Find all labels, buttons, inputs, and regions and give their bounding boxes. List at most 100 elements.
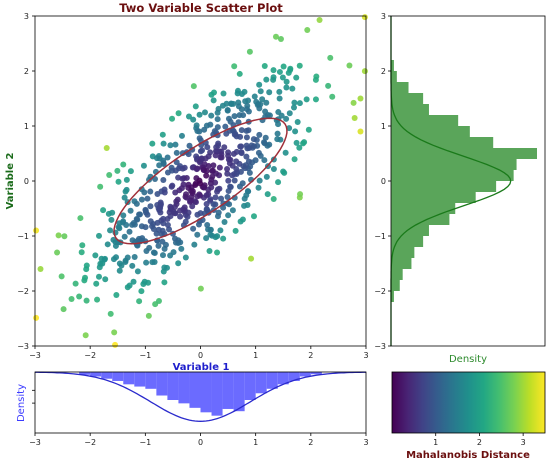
- x-tick-label: 3: [363, 351, 368, 360]
- scatter-panel: Two Variable Scatter Plot −3 −2 −1 0 1 2 3 −3−…: [5, 1, 369, 373]
- scatter-point: [274, 136, 281, 143]
- scatter-point: [134, 216, 141, 223]
- scatter-point: [33, 227, 40, 234]
- scatter-point: [312, 96, 319, 103]
- scatter-point: [293, 74, 300, 81]
- scatter-point: [155, 242, 162, 249]
- bottom-x-tick-label: −1: [139, 438, 151, 447]
- scatter-point: [146, 244, 153, 251]
- scatter-point: [181, 164, 188, 171]
- scatter-point: [275, 179, 282, 186]
- right-histogram-bar: [391, 60, 394, 71]
- scatter-point: [173, 159, 180, 166]
- scatter-point: [157, 209, 164, 216]
- scatter-point: [243, 142, 250, 149]
- x-tick-label: −2: [84, 351, 96, 360]
- scatter-point: [160, 161, 167, 168]
- scatter-point: [149, 259, 156, 266]
- scatter-point: [212, 194, 219, 201]
- y-axis-label: Variable 2: [5, 153, 16, 210]
- scatter-point: [113, 292, 120, 299]
- scatter-point: [305, 126, 312, 133]
- right-y-tick-label: 3: [381, 12, 386, 21]
- scatter-point: [357, 95, 364, 102]
- scatter-point: [304, 27, 311, 34]
- scatter-point: [141, 278, 148, 285]
- scatter-point: [240, 112, 247, 119]
- scatter-point: [143, 259, 150, 266]
- scatter-point: [167, 142, 174, 149]
- scatter-point: [261, 139, 268, 146]
- bottom-histogram-bar: [79, 372, 91, 375]
- scatter-point: [172, 141, 179, 148]
- scatter-point: [175, 260, 182, 267]
- scatter-point: [157, 201, 164, 208]
- scatter-point: [138, 288, 145, 295]
- scatter-point: [185, 113, 192, 120]
- bottom-x-tick-label: −2: [84, 438, 96, 447]
- scatter-point: [283, 84, 290, 91]
- scatter-point: [161, 264, 168, 271]
- scatter-point: [239, 91, 246, 98]
- scatter-point: [276, 95, 283, 102]
- scatter-point: [210, 97, 217, 104]
- scatter-point: [183, 191, 190, 198]
- bottom-histogram-bar: [178, 372, 190, 404]
- scatter-point: [282, 149, 289, 156]
- scatter-point: [350, 99, 357, 106]
- scatter-point: [223, 130, 230, 137]
- scatter-point: [296, 144, 303, 151]
- scatter-point: [221, 144, 228, 151]
- right-histogram-bar: [391, 159, 517, 170]
- scatter-point: [224, 107, 231, 114]
- scatter-point: [183, 174, 190, 181]
- scatter-point: [236, 70, 243, 77]
- scatter-point: [190, 116, 197, 123]
- scatter-point: [361, 14, 368, 21]
- colorbar-panel: 1 2 3 Mahalanobis Distance: [391, 371, 546, 461]
- scatter-point: [312, 76, 319, 83]
- scatter-point: [241, 202, 248, 209]
- scatter-point: [203, 192, 210, 199]
- scatter-point: [204, 144, 211, 151]
- scatter-point: [291, 156, 298, 163]
- scatter-point: [197, 148, 204, 155]
- scatter-point: [58, 273, 65, 280]
- scatter-point: [92, 252, 99, 259]
- bottom-histogram-bar: [310, 372, 322, 375]
- scatter-point: [346, 62, 353, 69]
- right-histogram-bar: [391, 236, 424, 247]
- scatter-point: [220, 235, 227, 242]
- bottom-histogram-bar: [167, 372, 179, 400]
- bottom-histogram-bar: [200, 372, 212, 413]
- scatter-point: [256, 131, 263, 138]
- scatter-point: [243, 134, 250, 141]
- scatter-point: [120, 161, 127, 168]
- scatter-point: [177, 213, 184, 220]
- right-histogram-bar: [391, 214, 450, 225]
- scatter-point: [109, 209, 116, 216]
- x-tick-label: 0: [198, 351, 203, 360]
- colorbar-tick-label: 3: [521, 438, 526, 447]
- scatter-point: [327, 54, 334, 61]
- colorbar-label: Mahalanobis Distance: [406, 450, 530, 461]
- scatter-point: [259, 96, 266, 103]
- scatter-point: [116, 260, 123, 267]
- scatter-point: [238, 149, 245, 156]
- scatter-point: [182, 254, 189, 261]
- scatter-point: [255, 184, 262, 191]
- scatter-point: [231, 177, 238, 184]
- scatter-point: [196, 111, 203, 118]
- bottom-histogram-bar: [156, 372, 168, 396]
- scatter-point: [261, 62, 268, 69]
- scatter-point: [238, 127, 245, 134]
- scatter-point: [225, 156, 232, 163]
- scatter-point: [294, 119, 301, 126]
- scatter-point: [169, 115, 176, 122]
- scatter-point: [123, 176, 130, 183]
- scatter-point: [214, 249, 221, 256]
- y-tick-label: 3: [24, 12, 29, 21]
- scatter-x-ticks: −3 −2 −1 0 1 2 3: [29, 346, 369, 360]
- scatter-point: [127, 207, 134, 214]
